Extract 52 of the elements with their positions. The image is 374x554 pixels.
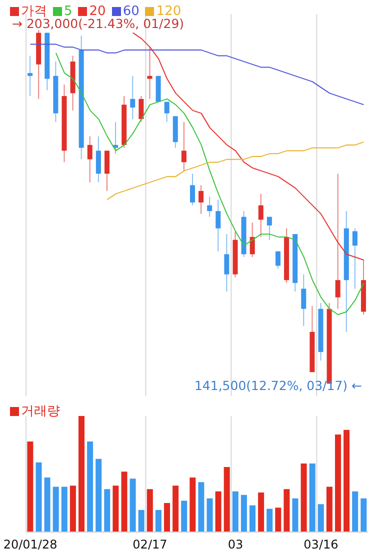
bar	[96, 458, 102, 532]
bar	[240, 494, 247, 532]
bar	[344, 430, 350, 532]
bar	[309, 464, 316, 532]
bar	[155, 510, 162, 532]
x-tick-label: 03/16	[304, 538, 338, 552]
bar	[36, 462, 42, 532]
x-tick-label: 03	[228, 538, 244, 552]
bar	[164, 503, 170, 532]
x-tick-label: 02/17	[132, 538, 168, 552]
bar	[326, 486, 332, 532]
bar	[284, 489, 290, 532]
bar	[190, 477, 196, 532]
bar	[121, 472, 128, 532]
x-tick-label: 20/01/28	[3, 538, 58, 552]
bar	[266, 508, 273, 532]
bar	[181, 500, 188, 532]
bar	[249, 505, 256, 532]
bar	[104, 489, 110, 532]
bar	[146, 489, 153, 532]
bar	[352, 491, 358, 532]
legend-label: 20	[88, 2, 106, 18]
bar	[61, 486, 68, 532]
bar	[70, 486, 76, 532]
legend-label: 120	[155, 2, 182, 18]
annotation: → 203,000(-21.43%, 01/29)	[12, 16, 184, 31]
legend-label: 거래량	[20, 403, 60, 420]
bar	[275, 508, 282, 532]
bar	[52, 486, 59, 532]
bar	[206, 498, 213, 532]
bar	[78, 416, 84, 532]
bar	[138, 510, 144, 532]
bar	[27, 442, 34, 532]
bar	[292, 498, 298, 532]
bar	[172, 486, 179, 532]
bar	[215, 491, 222, 532]
bar	[334, 434, 341, 532]
bar	[360, 498, 367, 532]
bar	[112, 486, 119, 532]
bar	[318, 504, 324, 532]
legend-label: 가격	[20, 3, 47, 19]
bar	[87, 442, 94, 532]
bar	[300, 464, 307, 532]
legend-label: 60	[122, 2, 140, 18]
bar	[130, 478, 136, 532]
bar	[232, 491, 238, 532]
bar	[224, 467, 230, 532]
annotation: 141,500(12.72%, 03/17) ←	[194, 378, 362, 393]
bar	[258, 492, 264, 532]
bar	[44, 477, 50, 532]
legend-label: 5	[63, 2, 72, 18]
bar	[198, 482, 204, 532]
